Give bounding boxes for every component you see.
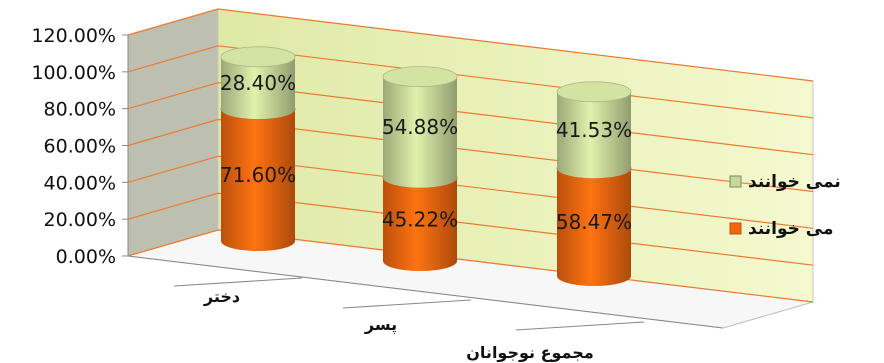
category-label: مجموع نوجوانان [466,343,593,362]
cylinder-body [221,109,295,252]
gridline-side [127,8,219,36]
x-axis: دختر پسر مجموع نوجوانان [127,255,724,362]
data-label: 28.40% [220,71,296,95]
gridline-side [127,229,219,257]
x-tick-mark [173,277,303,287]
cylinder-body [221,56,295,120]
gridline-side [127,82,219,110]
data-label: 54.88% [382,115,458,139]
y-tick-label: 60.00% [44,136,116,158]
gridline-back [217,118,814,193]
data-label: 41.53% [556,118,632,142]
gridline-back [217,192,814,266]
gridline-back [217,8,814,82]
cylinder-segment-not-reading: 41.53% [556,81,632,179]
cylinder-body [557,168,631,286]
gridline-side [127,192,219,220]
category-label: دختر [203,287,240,306]
gridline-side [127,155,219,183]
y-tick-label: 100.00% [31,62,116,84]
x-tick-mark [342,299,472,309]
data-label: 71.60% [220,163,296,187]
cylinder-cap [382,66,458,88]
cylinder-body [383,177,457,271]
gridline-side [127,118,219,147]
cylinder-segment-not-reading: 54.88% [382,66,458,188]
legend-label: نمی خوانند [748,172,841,192]
bars: 71.60% 28.40% 45.22% 54.88% 58.47% 41.53% [220,46,632,286]
y-tick-label: 40.00% [44,172,116,194]
category-label: پسر [364,315,397,335]
legend-swatch [729,222,742,235]
x-axis-line [127,255,724,329]
legend: نمی خوانند می خوانند [729,172,841,239]
y-tick-label: 0.00% [56,246,116,268]
cylinder-segment-reading: 71.60% [220,98,296,252]
cylinder-cap [556,81,632,103]
legend-swatch [729,175,742,188]
legend-label: می خوانند [748,219,834,239]
data-label: 58.47% [556,210,632,234]
cylinder-body [557,91,631,179]
y-tick-label: 20.00% [44,209,116,231]
y-tick-label: 80.00% [44,99,116,121]
data-label: 45.22% [382,207,458,231]
gridlines [127,8,814,303]
gridline-back [217,45,814,119]
cylinder-body [383,76,457,188]
gridline-back [217,229,814,303]
y-tick-label: 120.00% [31,25,116,47]
x-tick-mark [515,321,645,331]
cylinder-cap [220,46,296,68]
gridline-side [127,45,219,73]
gridline-back [217,82,814,156]
y-axis: 0.00% 20.00% 40.00% 60.00% 80.00% 100.00% 120.… [31,25,129,268]
gridline-back [217,155,814,229]
cylinder-segment-not-reading: 28.40% [220,46,296,120]
